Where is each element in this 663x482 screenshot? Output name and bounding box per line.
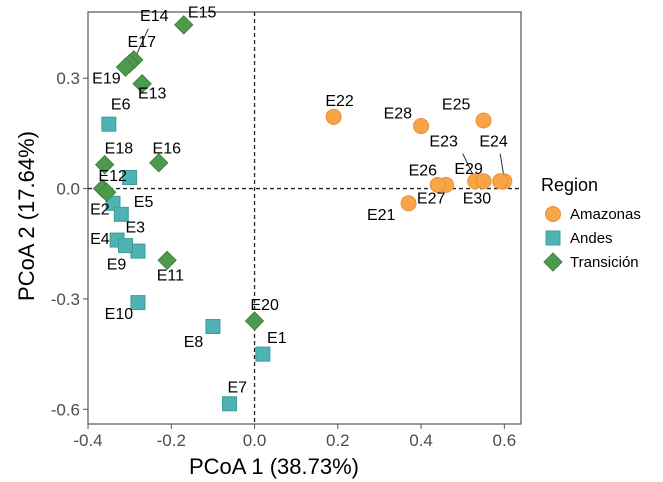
point-labels: E1 E2 E3 E4 E5 E6 E7 E8 E9 E10 E11 E12 E13 E14 E15 E16 E… — [90, 5, 508, 397]
point-label-e3: E3 — [125, 220, 145, 237]
legend-title: Region — [541, 175, 598, 195]
series-amazonas — [325, 108, 513, 212]
point-e20 — [244, 311, 265, 331]
point-label-e21: E21 — [367, 207, 396, 224]
legend-items: Amazonas Andes Transición — [543, 206, 641, 272]
point-e7 — [222, 396, 238, 412]
point-e16 — [149, 153, 169, 173]
legend-key-square — [545, 230, 561, 246]
legend: Region Amazonas Andes Transición — [541, 175, 641, 272]
point-e5 — [113, 206, 129, 222]
point-label-e28: E28 — [384, 106, 413, 123]
x-tick-label: 0.4 — [409, 431, 433, 450]
legend-item-transici-n: Transición — [543, 252, 639, 272]
point-e10 — [130, 295, 146, 311]
point-label-e9: E9 — [107, 257, 127, 274]
point-e1 — [255, 346, 271, 362]
point-e18 — [94, 154, 115, 175]
series-transici-n — [92, 15, 265, 331]
point-label-e20: E20 — [250, 297, 279, 314]
point-e6 — [101, 116, 117, 132]
point-label-e7: E7 — [227, 380, 247, 397]
x-tick-label: -0.4 — [73, 431, 102, 450]
y-tick-label: 0.0 — [56, 180, 80, 199]
y-tick-label: -0.3 — [51, 290, 80, 309]
point-label-e18: E18 — [105, 141, 134, 158]
legend-label: Transición — [570, 254, 639, 271]
point-label-e24: E24 — [479, 133, 508, 150]
point-label-e11: E11 — [157, 268, 184, 285]
point-label-e5: E5 — [134, 194, 154, 211]
point-label-e19: E19 — [92, 71, 121, 88]
y-axis-ticks: 0.3 0.0 -0.3 -0.6 — [51, 69, 88, 419]
y-axis-title: PCoA 2 (17.64%) — [14, 131, 39, 301]
point-e19 — [115, 57, 136, 77]
leader-line-e14 — [135, 28, 149, 57]
point-e29 — [475, 173, 492, 190]
point-label-e25: E25 — [442, 96, 471, 113]
point-label-e6: E6 — [111, 96, 131, 113]
point-e30 — [492, 173, 509, 190]
x-tick-label: 0.6 — [493, 431, 517, 450]
point-e28 — [413, 118, 430, 135]
point-label-e23: E23 — [429, 133, 458, 150]
legend-label: Andes — [570, 230, 613, 247]
x-tick-label: -0.2 — [157, 431, 186, 450]
point-label-e30: E30 — [463, 190, 492, 207]
x-tick-label: 0.0 — [243, 431, 267, 450]
legend-item-amazonas: Amazonas — [545, 206, 641, 223]
point-e15 — [174, 15, 194, 35]
point-label-e15: E15 — [188, 5, 217, 22]
point-e12 — [122, 170, 138, 186]
point-label-e12: E12 — [98, 168, 127, 185]
point-label-e2: E2 — [90, 201, 110, 218]
data-points — [92, 15, 513, 412]
point-label-e17: E17 — [128, 34, 157, 51]
point-label-e14: E14 — [140, 8, 169, 25]
x-axis-title: PCoA 1 (38.73%) — [189, 454, 359, 479]
y-tick-label: 0.3 — [56, 69, 80, 88]
plot-border — [87, 11, 522, 425]
point-e3 — [130, 243, 146, 259]
point-e8 — [205, 319, 221, 335]
point-label-e26: E26 — [409, 163, 438, 180]
point-e2 — [105, 195, 121, 211]
legend-label: Amazonas — [570, 206, 641, 223]
point-label-e22: E22 — [325, 93, 354, 110]
point-label-e13: E13 — [138, 85, 167, 102]
point-label-e4: E4 — [90, 231, 110, 248]
legend-item-andes: Andes — [545, 230, 613, 247]
point-e21 — [400, 195, 417, 212]
point-e11 — [157, 250, 177, 271]
point-label-e10: E10 — [105, 306, 134, 323]
legend-key-diamond — [543, 252, 563, 272]
plot-area — [87, 11, 522, 425]
point-e13 — [132, 74, 152, 94]
point-label-e1: E1 — [267, 330, 287, 347]
x-tick-label: 0.2 — [326, 431, 350, 450]
x-axis-ticks: -0.4 -0.2 0.0 0.2 0.4 0.6 — [73, 424, 516, 450]
series-andes — [101, 116, 271, 412]
point-label-e8: E8 — [184, 334, 204, 351]
point-label-e27: E27 — [417, 190, 446, 207]
point-e22 — [325, 108, 342, 125]
legend-key-circle — [545, 206, 561, 222]
point-e-b — [97, 182, 117, 202]
point-e27 — [429, 176, 446, 193]
point-label-e16: E16 — [153, 141, 182, 158]
point-e25 — [475, 112, 492, 129]
point-label-e29: E29 — [454, 161, 483, 178]
y-tick-label: -0.6 — [51, 400, 80, 419]
point-e9 — [117, 238, 133, 254]
